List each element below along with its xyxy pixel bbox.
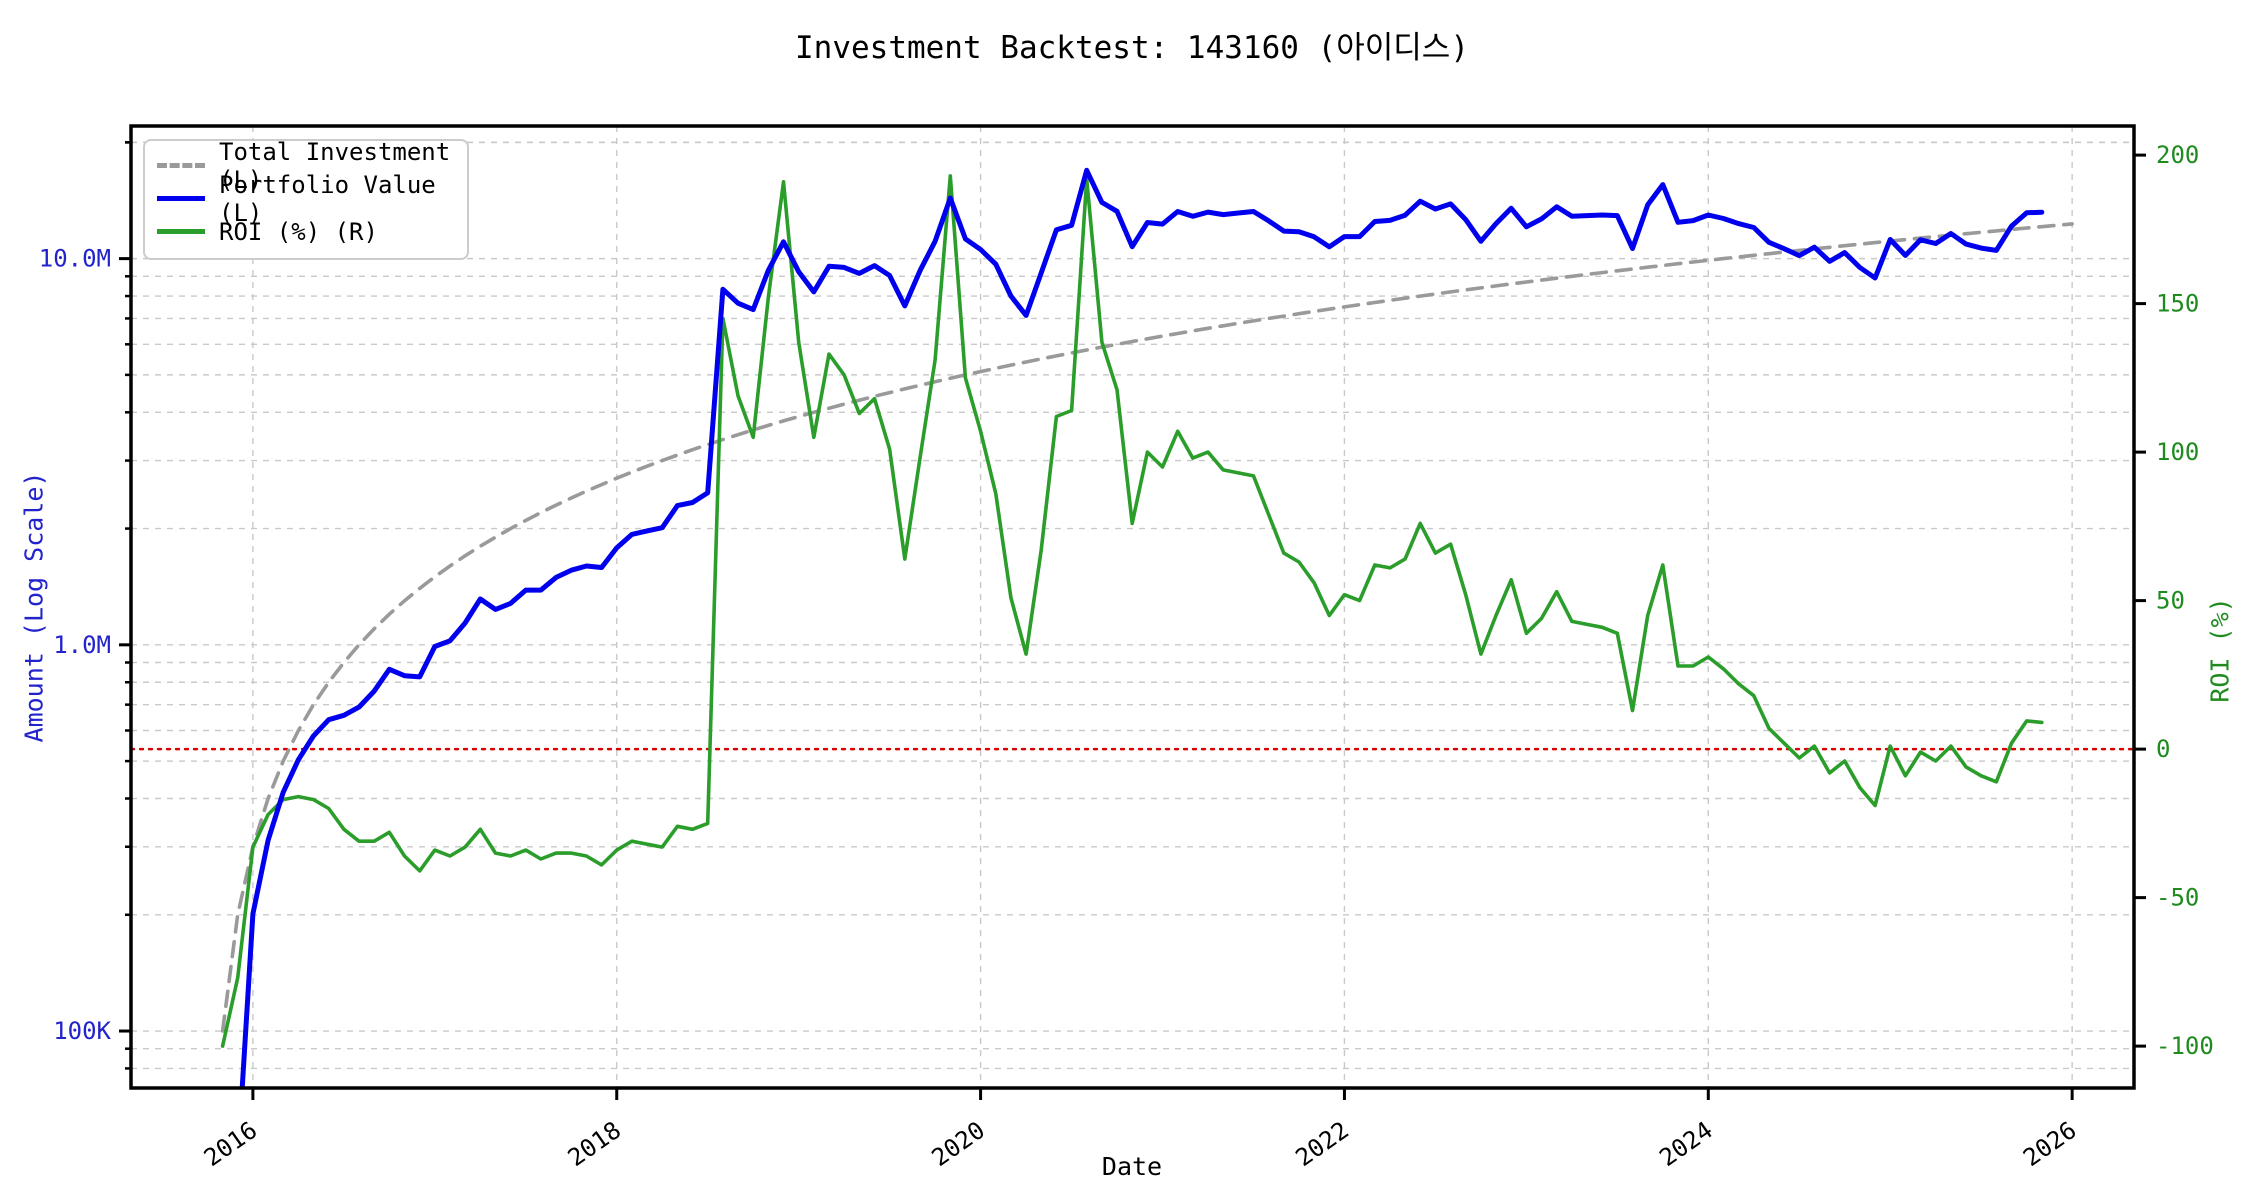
legend-swatch-solid-line (157, 196, 205, 201)
legend-label: ROI (%) (R) (219, 217, 378, 246)
x-axis-label: Date (1101, 1152, 1163, 1181)
y-right-tick-label: -50 (2156, 884, 2199, 912)
legend-label: Portfolio Value (L) (219, 170, 436, 227)
chart-title: Investment Backtest: 143160 (아이디스) (795, 30, 1469, 66)
tick-marks (119, 141, 2146, 1100)
legend: Total Investment (L) Portfolio Value (L)… (143, 138, 469, 260)
legend-label: Total Investment (L) (219, 137, 451, 194)
y-axis-left-label: Amount (Log Scale) (19, 471, 49, 743)
y-right-tick-label: 0 (2156, 735, 2170, 763)
plot-border (129, 124, 2136, 1090)
legend-swatch-dashed-line (157, 163, 205, 168)
legend-swatch-solid-line (157, 229, 205, 234)
x-tick-label: 2024 (1654, 1116, 1717, 1172)
x-tick-label: 2018 (563, 1116, 626, 1172)
legend-item-roi: ROI (%) (R) (157, 215, 453, 248)
total-investment-line (220, 222, 2074, 1033)
legend-item-portfolio-value: Portfolio Value (L) (157, 171, 453, 227)
y-left-tick-label: 10.0M (39, 245, 111, 273)
x-tick-label: 2022 (1290, 1116, 1353, 1172)
x-tick-label: 2020 (927, 1116, 990, 1172)
x-tick-label: 2026 (2018, 1116, 2081, 1172)
x-tick-label: 2016 (199, 1116, 262, 1172)
y-left-tick-label: 100K (53, 1017, 111, 1045)
y-right-tick-label: 50 (2156, 587, 2185, 615)
legend-item-total-investment: Total Investment (L) (157, 138, 453, 194)
y-axis-right-label: ROI (%) (2205, 597, 2235, 703)
roi-line (220, 174, 2044, 1048)
y-left-tick-label: 1.0M (53, 631, 111, 659)
y-right-tick-label: 100 (2156, 438, 2199, 466)
y-right-tick-label: 150 (2156, 290, 2199, 318)
gridlines (131, 126, 2134, 1088)
portfolio-value-line (239, 167, 2045, 1088)
y-right-tick-label: -100 (2156, 1032, 2214, 1060)
y-right-tick-label: 200 (2156, 141, 2199, 169)
